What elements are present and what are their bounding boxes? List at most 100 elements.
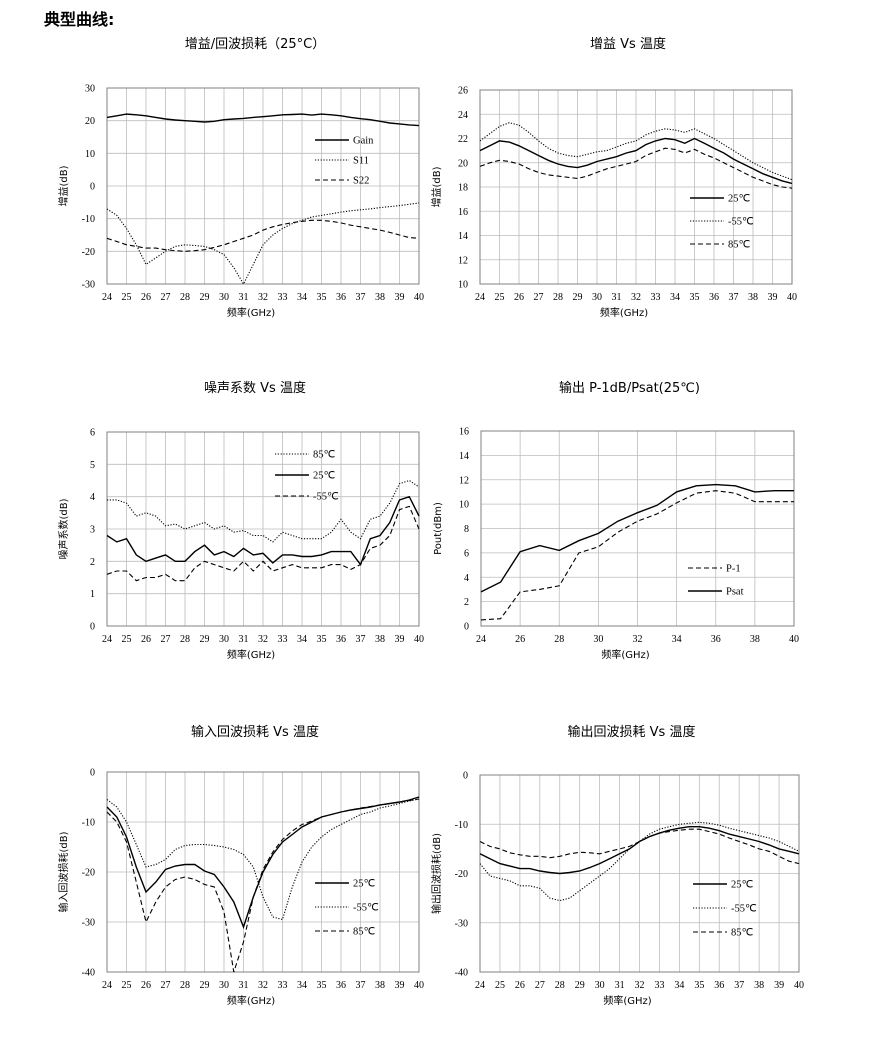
y-axis-label: Pout(dBm) (433, 502, 444, 555)
x-tick-label: 32 (635, 980, 645, 991)
x-tick-label: 26 (515, 980, 525, 991)
y-tick-label: 16 (458, 207, 468, 218)
chart-input-return-loss: 输入回波损耗 Vs 温度 24 25 26 27 28 29 30 31 32 33 34 35 36 37… (30, 716, 450, 1056)
y-tick-label: 4 (90, 492, 95, 503)
x-tick-label: 24 (475, 980, 485, 991)
legend-label: P-1 (726, 564, 741, 575)
y-tick-label: 24 (458, 110, 468, 121)
x-tick-label: 25 (495, 980, 505, 991)
x-tick-label: 37 (356, 292, 366, 303)
y-tick-label: 4 (464, 573, 469, 584)
x-tick-label: 31 (612, 292, 622, 303)
y-tick-label: -10 (82, 818, 95, 829)
x-tick-label: 30 (219, 292, 229, 303)
x-tick-label: 36 (711, 634, 721, 645)
x-tick-label: 29 (200, 634, 210, 645)
y-tick-label: -10 (82, 214, 95, 225)
x-tick-label: 32 (258, 980, 268, 991)
y-tick-label: 30 (85, 84, 95, 95)
y-tick-label: 12 (459, 475, 469, 486)
x-tick-label: 35 (317, 634, 327, 645)
x-tick-label: 33 (278, 292, 288, 303)
x-tick-label: 32 (633, 634, 643, 645)
x-tick-label: 25 (122, 634, 132, 645)
y-axis-label: 输入回波损耗(dB) (57, 831, 70, 912)
legend-label: 85℃ (728, 240, 751, 251)
x-tick-label: 24 (102, 292, 112, 303)
x-tick-label: 30 (219, 980, 229, 991)
y-axis-label: 噪声系数(dB) (57, 498, 70, 559)
x-tick-label: 28 (554, 634, 564, 645)
chart-gain-vs-temp: 增益 Vs 温度 24 25 26 27 28 29 30 31 32 33 34 35 36 37 38 39… (420, 30, 840, 370)
x-tick-label: 27 (161, 634, 171, 645)
x-tick-label: 35 (694, 980, 704, 991)
y-tick-label: 6 (90, 428, 95, 439)
x-tick-label: 27 (161, 980, 171, 991)
x-tick-label: 37 (729, 292, 739, 303)
y-axis-label: 增益(dB) (57, 165, 70, 206)
y-tick-label: 12 (458, 255, 468, 266)
y-tick-label: -40 (455, 968, 468, 979)
x-tick-label: 37 (356, 634, 366, 645)
y-tick-label: -10 (455, 820, 468, 831)
y-tick-label: 18 (458, 183, 468, 194)
series-line-0 (479, 137, 793, 185)
series-line-1 (106, 202, 420, 286)
legend-label: -55℃ (728, 217, 754, 228)
y-tick-label: 5 (90, 460, 95, 471)
y-tick-label: 2 (464, 597, 469, 608)
y-tick-label: 14 (459, 451, 469, 462)
x-tick-label: 28 (180, 292, 190, 303)
x-tick-label: 40 (414, 980, 424, 991)
x-tick-label: 36 (336, 634, 346, 645)
chart-title: 增益 Vs 温度 (590, 36, 666, 52)
x-tick-label: 24 (475, 292, 485, 303)
y-tick-label: 1 (90, 589, 95, 600)
series-line-2 (106, 505, 420, 582)
x-tick-label: 39 (395, 634, 405, 645)
x-tick-label: 33 (278, 634, 288, 645)
y-tick-label: 20 (85, 116, 95, 127)
legend-label: 85℃ (353, 927, 376, 938)
legend-label: 25℃ (353, 879, 376, 890)
y-tick-label: 2 (90, 557, 95, 568)
y-tick-label: 10 (458, 280, 468, 291)
x-tick-label: 39 (774, 980, 784, 991)
x-tick-label: 36 (709, 292, 719, 303)
y-tick-label: 0 (463, 771, 468, 782)
x-axis-label: 频率(GHz) (227, 994, 275, 1007)
x-tick-label: 31 (239, 634, 249, 645)
series-line-0 (106, 113, 420, 127)
y-tick-label: 0 (464, 622, 469, 633)
x-tick-label: 24 (102, 980, 112, 991)
x-tick-label: 25 (122, 980, 132, 991)
x-tick-label: 34 (670, 292, 680, 303)
x-tick-label: 26 (141, 292, 151, 303)
plot-frame (480, 430, 795, 627)
plot-frame (106, 771, 420, 973)
x-tick-label: 28 (180, 980, 190, 991)
x-tick-label: 28 (180, 634, 190, 645)
series-line-2 (479, 147, 793, 189)
y-axis-label: 增益(dB) (430, 166, 443, 207)
x-tick-label: 26 (141, 980, 151, 991)
section-heading: 典型曲线: (44, 10, 115, 29)
x-tick-label: 30 (219, 634, 229, 645)
x-tick-label: 40 (414, 292, 424, 303)
x-tick-label: 30 (593, 634, 603, 645)
x-tick-label: 28 (553, 292, 563, 303)
x-tick-label: 27 (534, 292, 544, 303)
chart-gain-return-loss-svg: 增益/回波损耗（25°C） 24 25 26 27 28 29 30 31 32 33 34 35 36 3… (57, 37, 424, 319)
x-tick-label: 38 (750, 634, 760, 645)
x-tick-label: 25 (122, 292, 132, 303)
x-tick-label: 33 (651, 292, 661, 303)
y-tick-label: 20 (458, 158, 468, 169)
legend-label: 25℃ (313, 471, 336, 482)
x-tick-label: 39 (395, 980, 405, 991)
x-tick-label: 32 (258, 634, 268, 645)
plot-frame (106, 87, 420, 285)
x-tick-label: 39 (395, 292, 405, 303)
y-tick-label: 3 (90, 525, 95, 536)
x-tick-label: 34 (297, 292, 307, 303)
